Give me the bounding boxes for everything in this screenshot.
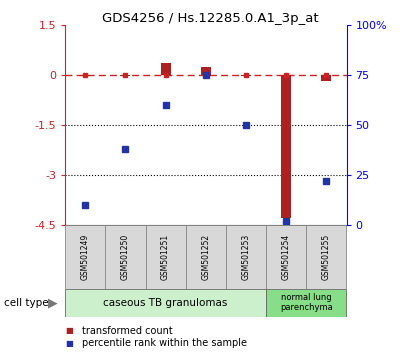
FancyBboxPatch shape: [266, 225, 306, 289]
Text: caseous TB granulomas: caseous TB granulomas: [103, 298, 228, 308]
Text: cell type: cell type: [4, 298, 49, 308]
Bar: [160, 63, 171, 75]
Bar: [201, 68, 211, 75]
Text: ■: ■: [65, 339, 73, 348]
Bar: [281, 75, 291, 218]
FancyBboxPatch shape: [65, 289, 266, 317]
Bar: [121, 75, 131, 76]
Text: GSM501253: GSM501253: [241, 234, 250, 280]
Text: percentile rank within the sample: percentile rank within the sample: [82, 338, 247, 348]
FancyBboxPatch shape: [186, 225, 226, 289]
Text: ■: ■: [65, 326, 73, 336]
Text: GSM501252: GSM501252: [201, 234, 210, 280]
Text: normal lung
parenchyma: normal lung parenchyma: [280, 293, 333, 312]
FancyBboxPatch shape: [145, 225, 186, 289]
Text: GSM501251: GSM501251: [161, 234, 170, 280]
Bar: [80, 75, 90, 76]
FancyBboxPatch shape: [105, 225, 145, 289]
Text: transformed count: transformed count: [82, 326, 173, 336]
FancyBboxPatch shape: [65, 225, 105, 289]
Text: GSM501249: GSM501249: [81, 234, 90, 280]
FancyBboxPatch shape: [306, 225, 346, 289]
Text: GSM501255: GSM501255: [322, 234, 331, 280]
FancyBboxPatch shape: [226, 225, 266, 289]
Bar: [321, 75, 331, 81]
FancyBboxPatch shape: [266, 289, 346, 317]
Text: GDS4256 / Hs.12285.0.A1_3p_at: GDS4256 / Hs.12285.0.A1_3p_at: [102, 12, 318, 25]
Text: GSM501254: GSM501254: [282, 234, 291, 280]
Bar: [241, 75, 251, 76]
Text: GSM501250: GSM501250: [121, 234, 130, 280]
Text: ▶: ▶: [48, 296, 57, 309]
